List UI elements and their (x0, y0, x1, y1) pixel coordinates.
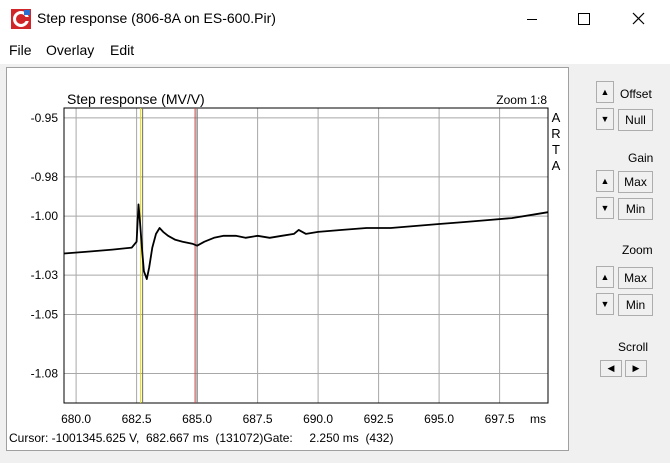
cursor-readout: Cursor: -1001345.625 V, 682.667 ms (1310… (9, 431, 393, 445)
maximize-button[interactable] (561, 0, 607, 38)
y-tick-label: -1.00 (31, 209, 59, 223)
gain-up-button[interactable]: ▲ (596, 170, 614, 192)
x-tick-label: 687.5 (243, 412, 273, 426)
x-tick-label: 680.0 (61, 412, 91, 426)
arrow-down-icon: ▼ (600, 114, 610, 124)
scroll-left-button[interactable]: ◀ (600, 360, 622, 377)
x-tick-label: 690.0 (303, 412, 333, 426)
close-button[interactable] (616, 0, 662, 38)
gain-max-button[interactable]: Max (618, 171, 653, 193)
offset-down-button[interactable]: ▼ (596, 108, 614, 130)
window-title: Step response (806-8A on ES-600.Pir) (37, 10, 276, 26)
title-bar: Step response (806-8A on ES-600.Pir) (0, 0, 670, 38)
zoom-max-button[interactable]: Max (618, 267, 653, 289)
arrow-up-icon: ▲ (600, 272, 610, 282)
arrow-down-icon: ▼ (600, 299, 610, 309)
x-tick-label: 695.0 (424, 412, 454, 426)
scroll-label: Scroll (618, 340, 649, 354)
arta-label-a2: A (552, 158, 561, 173)
y-tick-label: -0.98 (31, 170, 59, 184)
arrow-down-icon: ▼ (600, 203, 610, 213)
app-logo-icon (11, 9, 31, 29)
y-tick-label: -1.05 (31, 308, 59, 322)
x-tick-label: 682.5 (122, 412, 152, 426)
arrow-left-icon: ◀ (607, 363, 615, 373)
zoom-down-button[interactable]: ▼ (596, 293, 614, 315)
arta-label-t: T (552, 142, 560, 157)
zoom-indicator: Zoom 1:8 (496, 93, 547, 107)
maximize-icon (578, 13, 590, 25)
x-axis-unit: ms (530, 412, 546, 426)
chart-title: Step response (MV/V) (67, 91, 205, 107)
step-response-line (63, 203, 549, 281)
plot-panel: Step response (MV/V) Zoom 1:8 A R T A 68… (6, 67, 569, 451)
menu-bar: File Overlay Edit (0, 38, 670, 64)
offset-up-button[interactable]: ▲ (596, 81, 614, 103)
menu-edit[interactable]: Edit (110, 42, 135, 58)
minimize-icon (527, 19, 537, 20)
null-button[interactable]: Null (618, 109, 653, 131)
arta-label-r: R (551, 126, 560, 141)
y-tick-label: -1.08 (31, 367, 59, 381)
y-tick-label: -1.03 (31, 268, 59, 282)
x-tick-label: 692.5 (364, 412, 394, 426)
plot-area-border (63, 107, 549, 404)
close-icon (632, 12, 645, 25)
offset-label: Offset (620, 87, 652, 101)
gain-min-button[interactable]: Min (618, 198, 653, 220)
menu-file[interactable]: File (9, 42, 32, 58)
zoom-label: Zoom (622, 243, 653, 257)
scroll-right-button[interactable]: ▶ (625, 360, 647, 377)
x-tick-label: 697.5 (485, 412, 515, 426)
step-response-chart[interactable]: Step response (MV/V) Zoom 1:8 A R T A 68… (7, 68, 568, 450)
arta-label-a1: A (552, 110, 561, 125)
gain-down-button[interactable]: ▼ (596, 197, 614, 219)
arrow-up-icon: ▲ (600, 176, 610, 186)
minimize-button[interactable] (509, 0, 555, 38)
zoom-min-button[interactable]: Min (618, 294, 653, 316)
zoom-up-button[interactable]: ▲ (596, 266, 614, 288)
arrow-up-icon: ▲ (600, 87, 610, 97)
gain-label: Gain (628, 151, 654, 165)
x-tick-label: 685.0 (182, 412, 212, 426)
y-tick-label: -0.95 (31, 111, 59, 125)
menu-overlay[interactable]: Overlay (46, 42, 95, 58)
arrow-right-icon: ▶ (632, 363, 640, 373)
